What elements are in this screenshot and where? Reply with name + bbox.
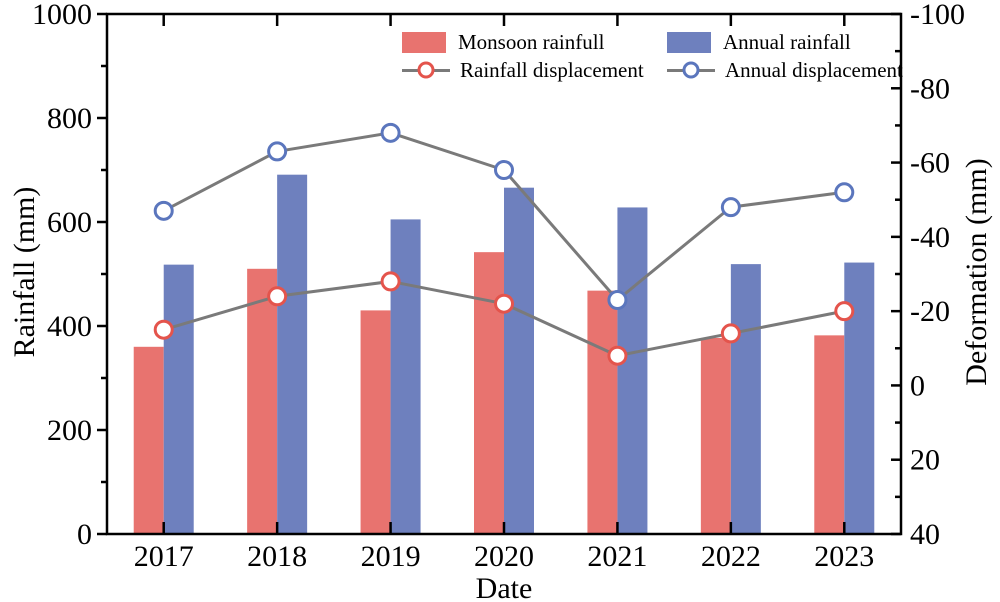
bar-monsoon-2023 — [814, 335, 845, 534]
legend-swatch-annual-icon — [667, 31, 711, 53]
legend-circle-red-icon — [417, 61, 435, 79]
marker-rainfall-displacement-2023 — [834, 301, 855, 322]
bar-annual-2017 — [163, 264, 194, 534]
left-axis-tick-label: 600 — [47, 206, 92, 239]
marker-annual-displacement-2023 — [834, 182, 855, 203]
marker-rainfall-displacement-2017 — [153, 319, 174, 340]
chart-legend: Monsoon rainfull Annual rainfall Rainfal… — [402, 28, 912, 84]
left-axis-title: Rainfall (mm) — [8, 186, 41, 358]
marker-rainfall-displacement-2020 — [494, 293, 514, 314]
marker-annual-displacement-2017 — [153, 200, 174, 221]
legend-label-monsoon: Monsoon rainfull — [458, 29, 605, 54]
right-axis-tick-label: -40 — [910, 221, 950, 254]
right-axis-tick-label: 0 — [910, 369, 925, 402]
bar-monsoon-2018 — [247, 268, 278, 534]
bar-annual-2020 — [504, 187, 534, 534]
left-axis-tick-label: 1000 — [32, 0, 92, 31]
legend-label-annual-displacement: Annual displacement — [725, 57, 903, 82]
legend-circle-blue-icon — [682, 61, 700, 79]
right-axis-tick-label: 20 — [910, 444, 940, 477]
bar-monsoon-2017 — [133, 346, 164, 534]
x-axis-tick-label: 2017 — [134, 540, 194, 573]
x-axis-tick-label: 2023 — [814, 540, 874, 573]
left-axis-tick-label: 400 — [47, 310, 92, 343]
legend-marker-rainfall-displacement-icon — [402, 61, 450, 79]
bar-monsoon-2020 — [474, 252, 504, 534]
marker-annual-displacement-2022 — [720, 197, 741, 218]
x-axis-tick-label: 2019 — [361, 540, 421, 573]
legend-label-rainfall-displacement: Rainfall displacement — [460, 57, 644, 82]
bar-monsoon-2022 — [700, 337, 731, 534]
marker-rainfall-displacement-2019 — [380, 271, 401, 292]
legend-item-annual-rainfall: Annual rainfall — [667, 30, 912, 55]
bar-annual-2018 — [277, 174, 308, 534]
left-axis-tick-label: 200 — [47, 414, 92, 447]
legend-item-rainfall-displacement: Rainfall displacement — [402, 58, 667, 83]
right-axis-tick-label: -60 — [910, 147, 950, 180]
right-axis-tick-label: -80 — [910, 72, 950, 105]
legend-label-annual: Annual rainfall — [723, 29, 851, 54]
left-axis-tick-label: 0 — [77, 518, 92, 551]
marker-annual-displacement-2021 — [607, 290, 628, 310]
x-axis-tick-label: 2022 — [701, 540, 761, 573]
bar-monsoon-2019 — [360, 310, 391, 534]
legend-swatch-monsoon-icon — [402, 31, 446, 53]
marker-annual-displacement-2018 — [267, 141, 288, 162]
marker-rainfall-displacement-2018 — [267, 286, 288, 307]
x-axis-tick-label: 2020 — [474, 540, 534, 573]
marker-rainfall-displacement-2022 — [720, 323, 741, 344]
left-axis-tick-label: 800 — [47, 102, 92, 135]
legend-item-annual-displacement: Annual displacement — [667, 58, 912, 83]
x-axis-tick-label: 2018 — [247, 540, 307, 573]
legend-item-monsoon-rainfall: Monsoon rainfull — [402, 30, 667, 55]
bar-annual-2019 — [390, 219, 421, 534]
x-axis-tick-label: 2021 — [587, 540, 647, 573]
marker-rainfall-displacement-2021 — [607, 345, 628, 366]
marker-annual-displacement-2019 — [380, 122, 401, 143]
bar-monsoon-2021 — [587, 290, 618, 534]
marker-annual-displacement-2020 — [494, 160, 514, 180]
bar-annual-2022 — [730, 264, 761, 534]
right-axis-tick-label: -20 — [910, 295, 950, 328]
bar-annual-2021 — [617, 207, 648, 534]
right-axis-title: Deformation (mm) — [960, 158, 993, 386]
right-axis-tick-label: 40 — [910, 518, 940, 551]
right-axis-tick-label: -100 — [910, 0, 965, 31]
x-axis-title: Date — [475, 572, 533, 602]
legend-marker-annual-displacement-icon — [667, 61, 715, 79]
